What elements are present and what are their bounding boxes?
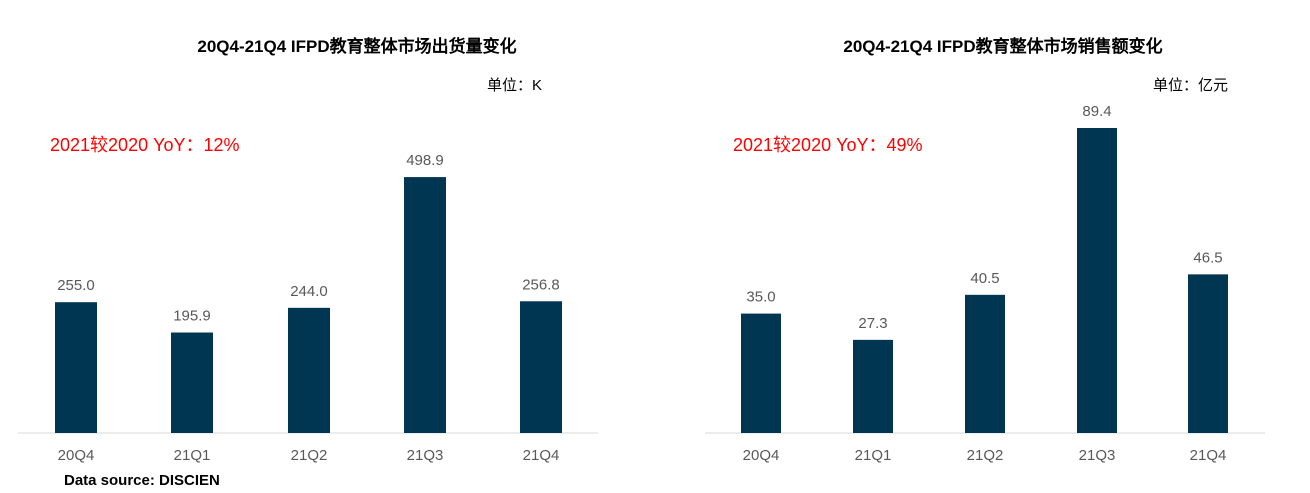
bar-21Q3: [1077, 128, 1117, 433]
x-tick-21Q3: 21Q3: [407, 447, 444, 464]
data-label-21Q3: 89.4: [1082, 103, 1111, 120]
data-source-note: Data source: DISCIEN: [64, 472, 220, 489]
chart-shipments: 20Q4-21Q4 IFPD教育整体市场出货量变化 单位：K 2021较2020…: [18, 36, 598, 464]
data-label-21Q4: 256.8: [522, 276, 560, 293]
bar-group: 255.0 20Q4 195.9 21Q1 244.0 21Q2 498.9 21Q3 256.…: [55, 152, 562, 464]
chart-sales: 20Q4-21Q4 IFPD教育整体市场销售额变化 单位：亿元 2021较202…: [705, 36, 1265, 464]
data-label-20Q4: 35.0: [746, 289, 775, 306]
data-label-21Q1: 27.3: [858, 315, 887, 332]
data-label-21Q3: 498.9: [406, 152, 444, 169]
bar-21Q2: [965, 294, 1005, 433]
data-label-21Q2: 244.0: [290, 283, 328, 300]
x-tick-20Q4: 20Q4: [743, 447, 780, 464]
data-label-20Q4: 255.0: [57, 277, 95, 294]
bar-21Q1: [853, 339, 893, 433]
x-tick-21Q2: 21Q2: [967, 447, 1004, 464]
unit-label: 单位：亿元: [1153, 77, 1228, 94]
bar-21Q4: [520, 301, 562, 433]
x-tick-21Q1: 21Q1: [855, 447, 892, 464]
x-tick-20Q4: 20Q4: [58, 447, 95, 464]
bar-21Q4: [1188, 274, 1228, 433]
bar-group: 35.0 20Q4 27.3 21Q1 40.5 21Q2 89.4 21Q3 46.5 21Q4: [741, 103, 1228, 464]
x-tick-21Q4: 21Q4: [1190, 447, 1227, 464]
bar-20Q4: [741, 313, 781, 433]
unit-label: 单位：K: [487, 77, 542, 94]
x-tick-21Q1: 21Q1: [174, 447, 211, 464]
yoy-annotation: 2021较2020 YoY：12%: [50, 135, 239, 155]
x-tick-21Q3: 21Q3: [1079, 447, 1116, 464]
bar-21Q1: [171, 332, 213, 433]
data-label-21Q2: 40.5: [970, 270, 999, 287]
bar-21Q3: [404, 177, 446, 433]
chart-title: 20Q4-21Q4 IFPD教育整体市场销售额变化: [843, 36, 1162, 56]
chart-title: 20Q4-21Q4 IFPD教育整体市场出货量变化: [197, 36, 516, 56]
bar-20Q4: [55, 302, 97, 433]
bar-21Q2: [288, 307, 330, 433]
yoy-annotation: 2021较2020 YoY：49%: [733, 135, 922, 155]
data-label-21Q4: 46.5: [1193, 249, 1222, 266]
data-label-21Q1: 195.9: [173, 308, 211, 325]
x-tick-21Q4: 21Q4: [523, 447, 560, 464]
x-tick-21Q2: 21Q2: [291, 447, 328, 464]
